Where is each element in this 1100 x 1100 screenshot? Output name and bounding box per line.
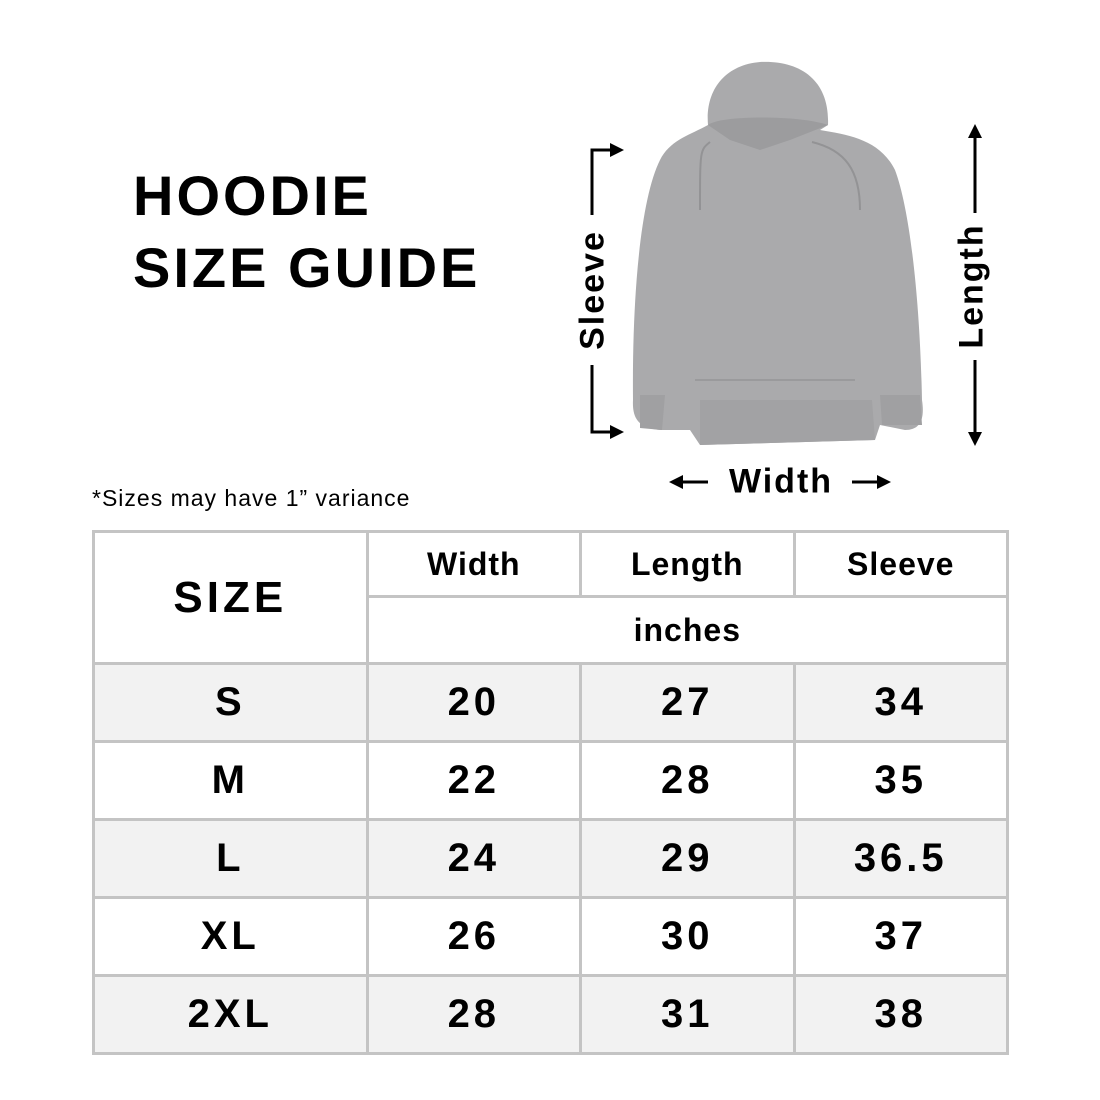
table-row: M 22 28 35	[92, 740, 1009, 821]
title-line-2: SIZE GUIDE	[133, 236, 481, 299]
size-table: SIZE Width Length Sleeve inches S 20 27 …	[92, 530, 1010, 1055]
hoodie-image	[632, 61, 923, 445]
width-arrow-icon	[669, 475, 891, 489]
unit-label: inches	[365, 595, 1010, 665]
table-header-row: SIZE Width Length Sleeve	[92, 530, 1009, 665]
width-cell: 28	[365, 974, 583, 1055]
size-cell: S	[92, 662, 369, 743]
table-row: S 20 27 34	[92, 662, 1009, 743]
sleeve-arrow-icon	[590, 143, 624, 439]
length-cell: 30	[579, 896, 796, 977]
length-arrow-icon	[968, 124, 982, 446]
width-cell: 26	[365, 896, 583, 977]
length-cell: 31	[579, 974, 796, 1055]
length-cell: 28	[579, 740, 796, 821]
sleeve-cell: 35	[792, 740, 1009, 821]
variance-note: *Sizes may have 1” variance	[92, 485, 411, 511]
width-cell: 22	[365, 740, 583, 821]
sleeve-header: Sleeve	[792, 530, 1009, 598]
sleeve-label: Sleeve	[573, 230, 612, 350]
width-header: Width	[365, 530, 583, 598]
table-row: XL 26 30 37	[92, 896, 1009, 977]
sleeve-cell: 34	[792, 662, 1009, 743]
size-cell: M	[92, 740, 369, 821]
sleeve-cell: 37	[792, 896, 1009, 977]
width-cell: 20	[365, 662, 583, 743]
unit-row: inches	[94, 595, 1010, 665]
size-cell: 2XL	[92, 974, 369, 1055]
title-line-1: HOODIE	[133, 164, 372, 227]
table-row: 2XL 28 31 38	[92, 974, 1009, 1055]
hoodie-diagram	[590, 61, 982, 489]
sleeve-cell: 36.5	[792, 818, 1009, 899]
page-title: HOODIE SIZE GUIDE	[133, 160, 480, 304]
size-header: SIZE	[92, 530, 369, 665]
length-label: Length	[952, 223, 991, 349]
size-cell: XL	[92, 896, 369, 977]
sleeve-cell: 38	[792, 974, 1009, 1055]
size-cell: L	[92, 818, 369, 899]
length-cell: 27	[579, 662, 796, 743]
length-cell: 29	[579, 818, 796, 899]
width-cell: 24	[365, 818, 583, 899]
width-label: Width	[728, 462, 834, 501]
table-row: L 24 29 36.5	[92, 818, 1009, 899]
length-header: Length	[579, 530, 796, 598]
